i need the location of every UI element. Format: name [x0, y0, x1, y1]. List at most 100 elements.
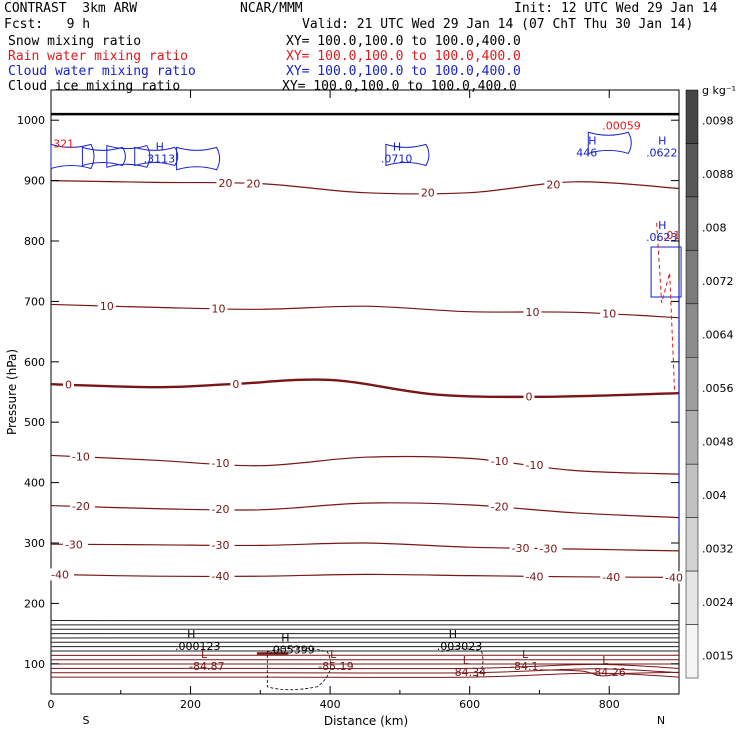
- isotherm-label-bg: [544, 178, 563, 191]
- colorbar-segment: [685, 196, 699, 251]
- extra-value-label: .01: [663, 229, 681, 242]
- isotherm-label: -30: [211, 539, 229, 552]
- isotherm-label-bg: [488, 454, 514, 467]
- y-tick-label: 400: [24, 477, 45, 490]
- isotherm-label: 20: [421, 187, 435, 200]
- y-tick-label: 200: [24, 597, 45, 610]
- colorbar-tick-label: .0024: [702, 596, 734, 609]
- low-marker: L: [463, 654, 470, 667]
- model-title: CONTRAST 3km ARW: [4, 1, 138, 16]
- cloud-water-contour: [134, 146, 179, 167]
- valid-time: Valid: 21 UTC Wed 29 Jan 14 (07 ChT Thu …: [302, 17, 694, 32]
- plot-frame: [50, 89, 680, 695]
- cloud-water-contour: [587, 131, 632, 155]
- isotherm-label: 0: [525, 391, 532, 404]
- x-tick-label: 600: [459, 698, 480, 711]
- cloud-ice-contour: [441, 648, 484, 677]
- isotherm-label-bg: [216, 177, 235, 190]
- y-tick-label: 300: [24, 537, 45, 550]
- high-marker: H: [156, 140, 164, 153]
- isotherm-label: 20: [246, 177, 260, 190]
- isotherm-label: -30: [65, 538, 83, 551]
- isotherm-label-bg: [230, 378, 242, 391]
- isotherm-label-bg: [62, 538, 88, 551]
- colorbar-segment: [685, 517, 699, 572]
- colorbar-tick-label: .0015: [702, 649, 734, 662]
- isotherm-label: 10: [525, 306, 539, 319]
- org-title: NCAR/MMM: [240, 1, 303, 16]
- high-marker: H: [658, 134, 666, 147]
- isotherm-label-bg: [523, 305, 542, 318]
- field-label-snow: Snow mixing ratio: [8, 34, 142, 49]
- cloud-ice-contour: [266, 647, 331, 691]
- isotherm-label-bg: [209, 539, 235, 552]
- isotherm-label: 0: [65, 379, 72, 392]
- strat-isotherm: [50, 668, 680, 674]
- field-xy-rain: XY= 100.0,100.0 to 100.0,400.0: [286, 49, 521, 64]
- extremum-value: -84.87: [189, 660, 224, 673]
- high-marker: H: [588, 134, 596, 147]
- extremum-value: -84.34: [451, 666, 486, 679]
- isotherm-label-bg: [209, 570, 235, 583]
- isotherm-label: -10: [72, 450, 90, 463]
- isotherm-label: -40: [525, 570, 543, 583]
- isotherm-label: 20: [218, 177, 232, 190]
- init-time: Init: 12 UTC Wed 29 Jan 14: [514, 1, 718, 16]
- isotherm-label: 20: [546, 179, 560, 192]
- isotherm-label-bg: [509, 541, 535, 554]
- cloud-water-contour: [81, 146, 126, 167]
- high-marker: H: [658, 219, 666, 232]
- isotherm-label: 10: [211, 302, 225, 315]
- extremum-value: .000123: [175, 640, 221, 653]
- low-marker: L: [201, 648, 208, 661]
- y-tick-label: 700: [24, 295, 45, 308]
- isotherm-label: -10: [211, 457, 229, 470]
- strat-isotherm: [50, 663, 680, 670]
- low-marker: L: [330, 648, 337, 661]
- isotherm-label: -20: [211, 503, 229, 516]
- isotherm-label-bg: [600, 570, 626, 583]
- isotherm-label-bg: [97, 299, 116, 312]
- y-tick-label: 1000: [17, 114, 45, 127]
- y-axis-title: Pressure (hPa): [5, 349, 19, 435]
- isotherm-line: [50, 180, 680, 195]
- colorbar-tick-label: .008: [702, 222, 727, 235]
- isotherm-label: -30: [539, 542, 557, 555]
- high-marker: H: [281, 631, 289, 644]
- x-end-label-south: S: [83, 714, 90, 727]
- extremum-value: .005399: [269, 643, 315, 656]
- y-tick-label: 800: [24, 235, 45, 248]
- colorbar-segment: [685, 410, 699, 465]
- x-tick-label: 0: [48, 698, 55, 711]
- low-marker: L: [522, 648, 529, 661]
- isotherm-label: -40: [602, 571, 620, 584]
- low-marker: L: [602, 654, 609, 667]
- colorbar-tick-label: .0088: [702, 168, 734, 181]
- colorbar-tick-label: .0064: [702, 329, 734, 342]
- isotherm-label-bg: [244, 177, 263, 190]
- cloud-water-contour: [176, 146, 221, 171]
- x-axis-title: Distance (km): [324, 714, 408, 728]
- extremum-value: -84.1: [510, 660, 538, 673]
- cloud-water-contour: [106, 144, 151, 168]
- isotherm-line: [50, 573, 680, 578]
- colorbar-tick-label: .0048: [702, 435, 734, 448]
- y-tick-label: 500: [24, 416, 45, 429]
- colorbar-tick-label: .0032: [702, 542, 734, 555]
- colorbar-segment: [685, 303, 699, 358]
- isotherm-label: -40: [51, 568, 69, 581]
- isotherm-label: -30: [512, 542, 530, 555]
- extremum-value: .3113: [144, 152, 176, 165]
- colorbar-segment: [685, 570, 699, 625]
- extremum-value: 446: [576, 146, 597, 159]
- field-label-rain: Rain water mixing ratio: [8, 49, 189, 64]
- isotherm-label: 10: [100, 300, 114, 313]
- isotherm-label-bg: [418, 186, 437, 199]
- field-label-cloud-water: Cloud water mixing ratio: [8, 64, 196, 79]
- colorbar-tick-label: .004: [702, 489, 727, 502]
- isotherm-label: -40: [665, 571, 683, 584]
- strat-isotherm: [50, 672, 680, 678]
- colorbar-segment: [685, 463, 699, 518]
- extremum-value: .0623: [646, 231, 678, 244]
- isotherm-line: [50, 502, 680, 519]
